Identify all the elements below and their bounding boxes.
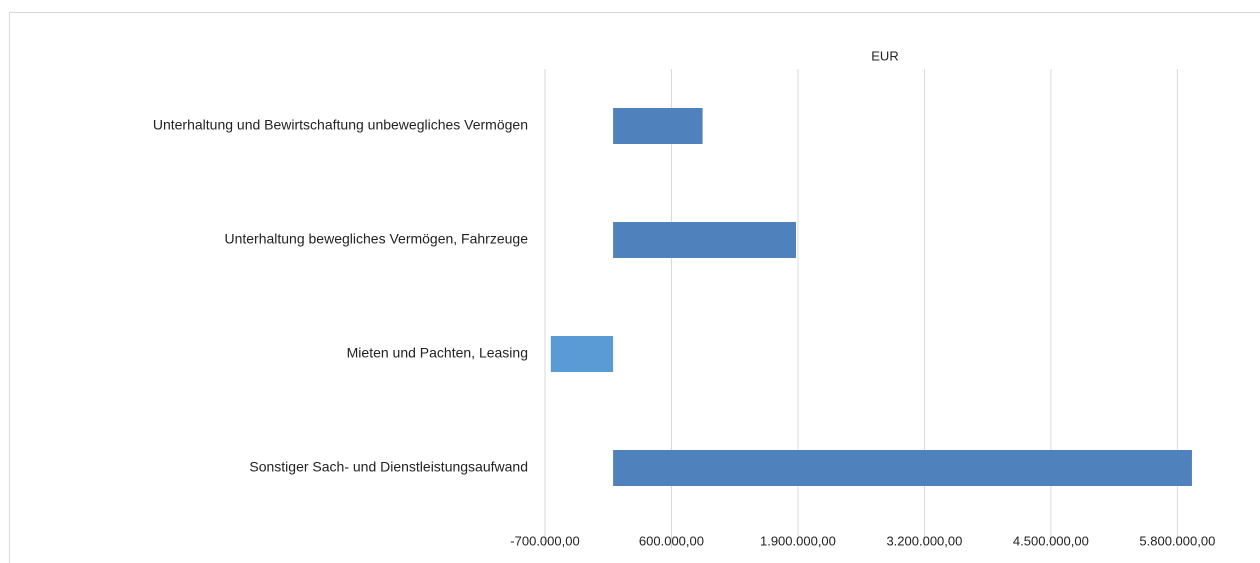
- bar: [550, 336, 614, 372]
- y-tick-label: Mieten und Pachten, Leasing: [347, 345, 528, 361]
- chart-border: [9, 12, 1260, 563]
- bar: [613, 222, 796, 258]
- x-tick-label: 4.500.000,00: [1013, 533, 1089, 548]
- y-tick-label: Unterhaltung und Bewirtschaftung unbeweg…: [153, 117, 528, 133]
- x-tick-label: -700.000,00: [510, 533, 579, 548]
- bar: [613, 108, 703, 144]
- x-tick-label: 1.900.000,00: [760, 533, 836, 548]
- x-tick-label: 3.200.000,00: [886, 533, 962, 548]
- x-tick-label: 600.000,00: [639, 533, 704, 548]
- chart-title: EUR: [871, 48, 898, 63]
- x-tick-label: 5.800.000,00: [1139, 533, 1215, 548]
- y-tick-label: Unterhaltung bewegliches Vermögen, Fahrz…: [224, 231, 528, 247]
- bar: [613, 450, 1192, 486]
- y-tick-label: Sonstiger Sach- und Dienstleistungsaufwa…: [249, 459, 528, 475]
